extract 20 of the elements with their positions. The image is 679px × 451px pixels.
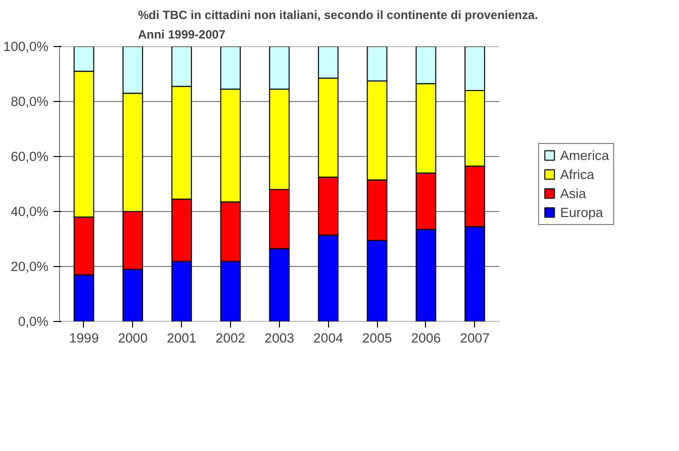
x-tick-label: 2000 — [118, 330, 148, 346]
x-tick-label: 2005 — [362, 330, 392, 346]
legend-label: Africa — [560, 166, 594, 182]
x-tick-label: 1999 — [69, 330, 99, 346]
y-tick-label: 0,0% — [18, 314, 49, 329]
x-tick-label: 2003 — [264, 330, 294, 346]
y-tick-label: 40,0% — [10, 204, 49, 219]
y-tick-label: 60,0% — [10, 149, 49, 164]
y-tick-label: 20,0% — [10, 259, 49, 274]
legend-label: America — [560, 148, 609, 162]
x-tick-label: 2001 — [166, 330, 196, 346]
legend-label: Asia — [560, 186, 586, 200]
chart-title: %di TBC in cittadini non italiani, secondo il continente di provenienza. Anni 1999-2007 — [138, 8, 538, 42]
x-tick-label: 2002 — [216, 330, 246, 346]
x-tick-label: 2004 — [313, 330, 344, 346]
x-tick-label: 2006 — [411, 330, 441, 346]
y-tick-label: 100,0% — [3, 39, 49, 54]
y-tick-label: 80,0% — [10, 94, 49, 109]
legend-label: Europa — [560, 204, 604, 220]
x-tick-label: 2007 — [460, 330, 490, 346]
